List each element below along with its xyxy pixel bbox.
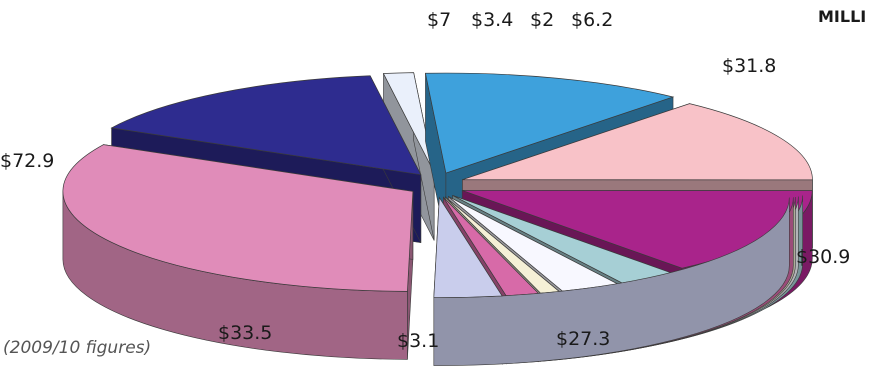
slice-label-72-9: $72.9 [0, 150, 54, 172]
pie-slice-rim [433, 197, 790, 366]
slice-label-27-3: $27.3 [556, 328, 610, 350]
slice-label-6-2: $6.2 [571, 9, 613, 31]
corner-label: MILLI [818, 7, 866, 26]
pie-wedges [62, 72, 813, 366]
slice-label-33-5: $33.5 [218, 322, 272, 344]
pie-slice-top [462, 103, 813, 181]
pie-slice-top [433, 196, 503, 298]
slice-label-30-9: $30.9 [796, 246, 850, 268]
pie-slice-top [425, 72, 675, 174]
pie-slice [62, 144, 414, 360]
slice-label-3-4: $3.4 [471, 9, 513, 31]
pie-slice [433, 196, 790, 366]
slice-label-2: $2 [530, 9, 554, 31]
slice-label-7: $7 [427, 9, 451, 31]
pie-slice-top [110, 75, 422, 176]
slice-label-31-8: $31.8 [722, 55, 776, 77]
pie-slice-top [382, 72, 435, 173]
pie-slice-top [62, 144, 414, 292]
footnote: (2009/10 figures) [3, 338, 151, 358]
slice-label-3-1: $3.1 [397, 330, 439, 352]
